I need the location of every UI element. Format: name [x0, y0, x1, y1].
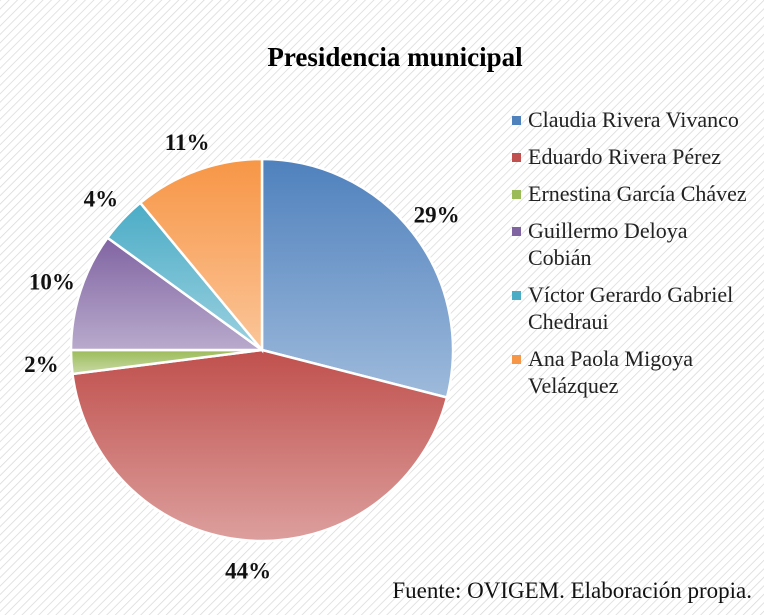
- legend-label: Víctor Gerardo Gabriel Chedraui: [528, 282, 734, 334]
- legend-swatch: [512, 291, 521, 300]
- legend-swatch: [512, 355, 521, 364]
- legend: Claudia Rivera Vivanco Eduardo Rivera Pér…: [508, 106, 748, 409]
- legend-swatch: [512, 227, 521, 236]
- legend-item: Víctor Gerardo Gabriel Chedraui: [508, 281, 748, 335]
- legend-label: Guillermo Deloya Cobián: [528, 218, 688, 270]
- legend-item: Ana Paola Migoya Velázquez: [508, 345, 748, 399]
- pie-slice: [138, 157, 264, 354]
- data-label: 11%: [165, 130, 210, 155]
- pie-slice: [69, 235, 266, 352]
- legend-label: Eduardo Rivera Pérez: [528, 144, 722, 169]
- pie-slice: [71, 348, 449, 543]
- legend-label: Ernestina García Chávez: [528, 181, 747, 206]
- data-label: 44%: [225, 559, 271, 584]
- data-label: 10%: [29, 270, 75, 295]
- data-label: 2%: [24, 352, 59, 377]
- legend-label: Claudia Rivera Vivanco: [528, 107, 739, 132]
- legend-item: Eduardo Rivera Pérez: [508, 143, 748, 170]
- legend-swatch: [512, 190, 521, 199]
- source-note: Fuente: OVIGEM. Elaboración propia.: [392, 578, 752, 603]
- legend-item: Guillermo Deloya Cobián: [508, 217, 748, 271]
- legend-item: Ernestina García Chávez: [508, 180, 748, 207]
- legend-label: Ana Paola Migoya Velázquez: [528, 346, 693, 398]
- pie-slice: [260, 157, 455, 400]
- legend-swatch: [512, 153, 521, 162]
- chart-title: Presidencia municipal: [267, 42, 523, 72]
- legend-item: Claudia Rivera Vivanco: [508, 106, 748, 133]
- data-label: 29%: [414, 203, 460, 228]
- legend-swatch: [512, 116, 521, 125]
- data-label: 4%: [84, 187, 119, 212]
